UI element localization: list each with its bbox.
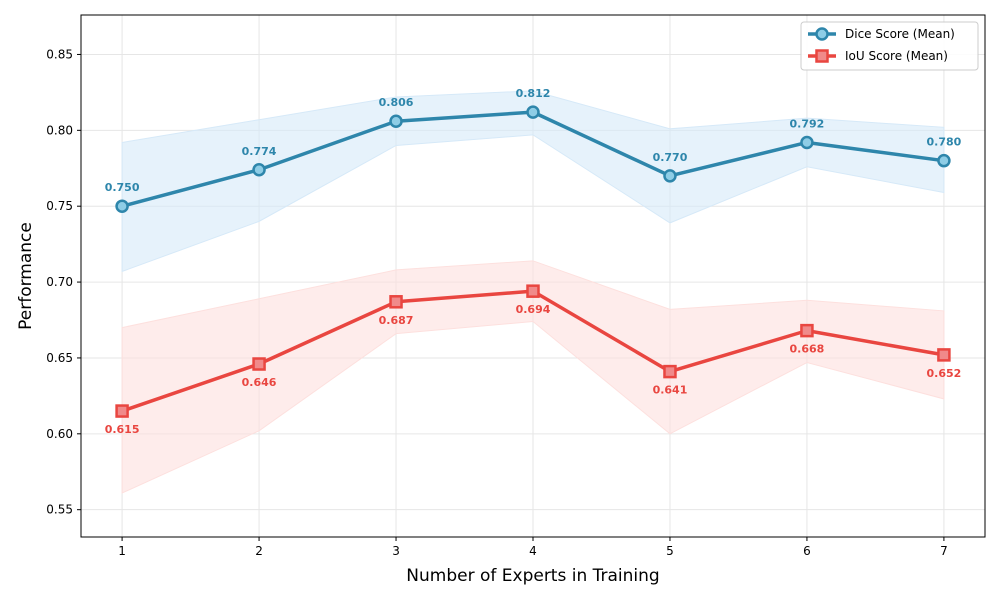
iou-marker [389,295,403,309]
y-tick-label: 0.75 [46,199,73,213]
iou-marker [526,284,540,298]
y-tick-label: 0.60 [46,427,73,441]
legend: Dice Score (Mean) IoU Score (Mean) [800,21,979,71]
y-tick-label: 0.80 [46,123,73,137]
iou-marker [252,357,266,371]
dice-data-label: 0.806 [379,96,414,109]
legend-marker-iou [815,49,829,63]
iou-data-label: 0.641 [653,384,688,397]
series-markers [115,105,951,418]
x-tick-label: 1 [118,544,126,558]
legend-marker-dice [815,27,829,41]
x-tick-label: 2 [255,544,263,558]
y-tick-label: 0.70 [46,275,73,289]
x-tick-label: 5 [666,544,674,558]
iou-marker [663,364,677,379]
iou-data-label: 0.694 [516,303,551,316]
dice-data-label: 0.750 [105,181,140,194]
dice-confidence-band [121,90,945,273]
dice-data-label: 0.780 [927,136,962,149]
y-axis-title: Performance [16,222,36,330]
iou-data-label: 0.615 [105,423,140,436]
y-tick-label: 0.65 [46,351,73,365]
dice-marker [526,105,540,119]
x-axis-title: Number of Experts in Training [406,566,659,586]
dice-data-label: 0.774 [242,145,277,158]
dice-marker [937,153,951,168]
y-tick-label: 0.55 [46,503,73,517]
iou-marker [800,323,814,338]
iou-data-label: 0.668 [790,343,825,356]
legend-label-iou: IoU Score (Mean) [845,49,948,63]
x-tick-label: 3 [392,544,400,558]
dice-marker [115,199,129,213]
dice-data-label: 0.770 [653,151,688,164]
iou-marker [937,348,951,362]
dice-data-label: 0.812 [516,87,551,100]
y-tick-label: 0.85 [46,47,73,61]
x-tick-label: 7 [940,544,948,558]
x-tick-label: 4 [529,544,537,558]
confidence-bands [121,90,945,494]
legend-box [800,21,979,71]
dice-marker [800,135,814,150]
dice-marker [663,169,677,183]
iou-data-label: 0.646 [242,376,277,389]
axis-ticks: 1 2 3 4 5 6 7 0.55 0.60 0.65 0.70 0.75 0.80 0.85 [46,47,947,558]
iou-data-label: 0.652 [927,367,962,380]
iou-data-label: 0.687 [379,314,414,327]
legend-label-dice: Dice Score (Mean) [845,27,955,41]
dice-marker [389,114,403,128]
x-tick-label: 6 [803,544,811,558]
dice-data-label: 0.792 [790,117,825,130]
iou-confidence-band [121,260,945,494]
data-labels: 0.750 0.774 0.806 0.812 0.770 0.792 0.780 0.615… [105,87,962,436]
dice-marker [252,163,266,177]
iou-marker [115,404,129,418]
